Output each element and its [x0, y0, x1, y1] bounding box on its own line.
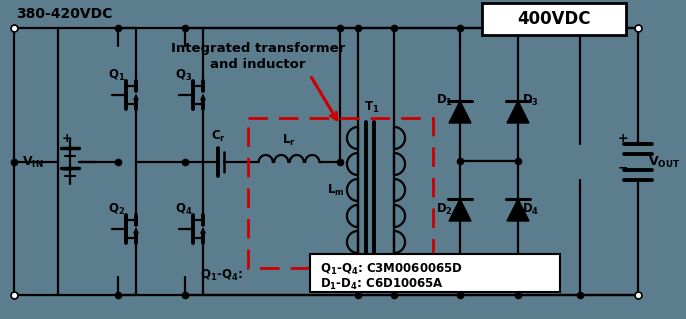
Text: $\mathbf{L_m}$: $\mathbf{L_m}$: [327, 182, 345, 197]
Text: 400VDC: 400VDC: [517, 10, 591, 28]
Text: and inductor: and inductor: [210, 58, 306, 71]
Text: $\mathbf{D_4}$: $\mathbf{D_4}$: [522, 202, 539, 217]
Text: $\mathbf{Q_1}$-$\mathbf{Q_4}$:: $\mathbf{Q_1}$-$\mathbf{Q_4}$:: [200, 267, 243, 283]
Text: 380-420VDC: 380-420VDC: [16, 7, 113, 21]
Text: $\mathbf{Q_4}$: $\mathbf{Q_4}$: [175, 202, 193, 217]
Text: $\mathbf{V_{IN}}$: $\mathbf{V_{IN}}$: [23, 154, 44, 170]
Text: $\mathbf{L_r}$: $\mathbf{L_r}$: [282, 133, 296, 148]
Text: $\mathbf{C_r}$: $\mathbf{C_r}$: [211, 129, 226, 144]
Text: $\mathbf{Q_1}$-$\mathbf{Q_4}$: C3M0060065D: $\mathbf{Q_1}$-$\mathbf{Q_4}$: C3M006006…: [320, 262, 463, 277]
Text: $\mathbf{Q_3}$: $\mathbf{Q_3}$: [175, 68, 192, 83]
Text: $\mathbf{D_1}$-$\mathbf{D_4}$: C6D10065A: $\mathbf{D_1}$-$\mathbf{D_4}$: C6D10065A: [320, 277, 444, 292]
Text: $\mathbf{D_3}$: $\mathbf{D_3}$: [522, 93, 539, 108]
Text: $\mathbf{Q_2}$: $\mathbf{Q_2}$: [108, 202, 125, 217]
FancyBboxPatch shape: [482, 3, 626, 35]
Text: +: +: [618, 132, 628, 145]
Text: $\mathbf{Q_1}$: $\mathbf{Q_1}$: [108, 68, 126, 83]
Text: +: +: [62, 132, 73, 145]
Polygon shape: [449, 101, 471, 123]
Text: $\mathbf{D_1}$: $\mathbf{D_1}$: [436, 93, 453, 108]
Text: $\mathbf{D_2}$: $\mathbf{D_2}$: [436, 202, 453, 217]
Polygon shape: [507, 101, 529, 123]
Text: $\mathbf{T_1}$: $\mathbf{T_1}$: [364, 100, 379, 115]
Polygon shape: [507, 199, 529, 221]
Text: −: −: [618, 162, 628, 175]
Text: −: −: [62, 164, 73, 177]
Polygon shape: [449, 199, 471, 221]
Text: $\mathbf{V_{OUT}}$: $\mathbf{V_{OUT}}$: [648, 154, 681, 170]
Text: Integrated transformer: Integrated transformer: [171, 42, 345, 55]
Bar: [310, 254, 560, 292]
Bar: [248, 118, 433, 268]
